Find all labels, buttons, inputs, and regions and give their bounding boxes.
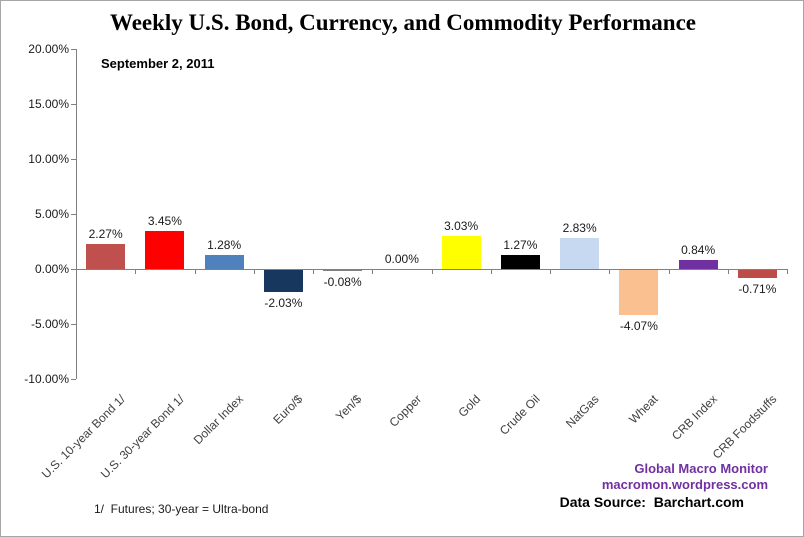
category-label: Dollar Index (190, 392, 247, 448)
y-tick (71, 49, 76, 50)
y-tick-label: -5.00% (30, 317, 69, 331)
category-label: Yen/$ (333, 392, 365, 424)
x-tick (668, 269, 670, 274)
bar-crb-foodstuffs (737, 270, 777, 278)
value-label: 3.45% (147, 214, 182, 228)
value-label: -4.07% (619, 319, 658, 333)
value-label: -0.71% (738, 282, 777, 296)
footnote: 1/ Futures; 30-year = Ultra-bond (94, 502, 269, 516)
bar-u-s-10-year-bond-1 (86, 244, 126, 269)
x-tick (135, 269, 137, 274)
bar-gold (441, 236, 481, 269)
x-tick (787, 269, 788, 274)
x-tick (194, 269, 196, 274)
category-label: Copper (386, 392, 424, 430)
chart-subtitle: September 2, 2011 (101, 56, 215, 71)
y-tick (71, 214, 76, 215)
value-label: -0.08% (323, 275, 362, 289)
value-label: 1.27% (503, 238, 538, 252)
credit-line-1: Global Macro Monitor (634, 461, 768, 476)
category-label: NatGas (562, 392, 602, 431)
value-label: 1.28% (207, 238, 242, 252)
y-tick-label: -10.00% (24, 372, 69, 386)
category-label: CRB Index (669, 392, 721, 443)
value-label: -2.03% (264, 296, 303, 310)
category-label: Euro/$ (270, 392, 306, 427)
x-tick (550, 269, 551, 274)
y-tick (71, 159, 76, 160)
y-tick-label: 10.00% (28, 152, 69, 166)
x-tick (372, 269, 374, 274)
credit-line-2: macromon.wordpress.com (601, 477, 768, 492)
bar-crude-oil (500, 255, 540, 269)
value-label: 2.27% (88, 227, 123, 241)
y-tick-label: 5.00% (34, 207, 69, 221)
bar-natgas (560, 238, 600, 269)
x-tick (76, 269, 77, 274)
x-tick (253, 269, 255, 274)
data-source: Data Source: Barchart.com (559, 494, 744, 510)
category-label: CRB Foodstuffs (709, 392, 780, 462)
y-tick-label: 15.00% (28, 97, 69, 111)
x-tick (727, 269, 729, 274)
x-tick (313, 269, 314, 274)
value-label: 0.00% (384, 252, 419, 266)
chart-title: Weekly U.S. Bond, Currency, and Commodit… (109, 10, 697, 35)
x-tick (609, 269, 611, 274)
y-tick (71, 269, 76, 270)
y-axis-line (76, 49, 77, 379)
x-tick (490, 269, 492, 274)
bar-yen (323, 270, 363, 271)
bar-wheat (619, 270, 659, 315)
y-tick-label: 20.00% (28, 42, 69, 56)
y-tick-label: 0.00% (34, 262, 69, 276)
bar-u-s-30-year-bond-1 (145, 231, 185, 269)
category-label: Gold (455, 392, 484, 420)
y-tick (71, 324, 76, 325)
bar-euro (263, 270, 303, 292)
value-label: 3.03% (444, 219, 479, 233)
y-tick (71, 104, 76, 105)
bar-dollar-index (204, 255, 244, 269)
category-label: Wheat (626, 392, 661, 427)
value-label: 0.84% (681, 243, 716, 257)
value-label: 2.83% (562, 221, 597, 235)
x-tick (431, 269, 433, 274)
category-label: Crude Oil (496, 392, 543, 438)
y-tick (71, 379, 76, 380)
bar-crb-index (678, 260, 718, 269)
